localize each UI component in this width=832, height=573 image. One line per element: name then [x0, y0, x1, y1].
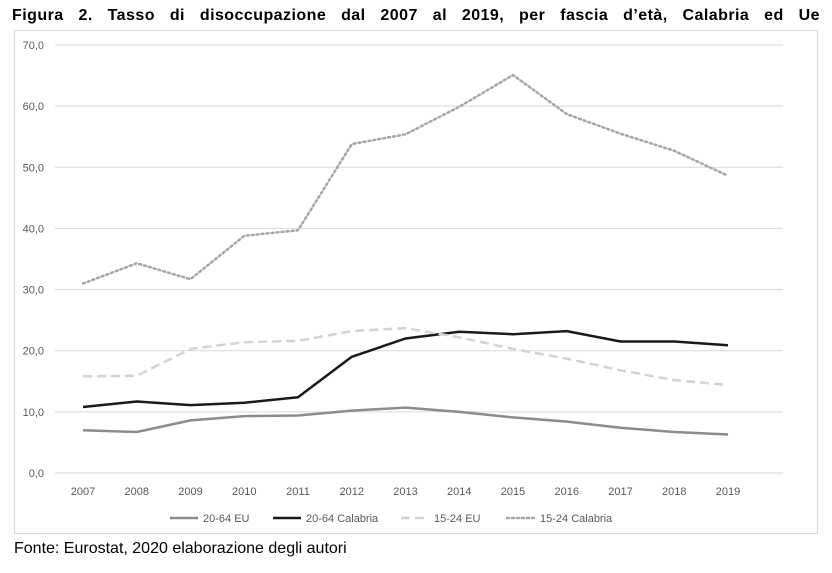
x-tick-label: 2015	[501, 486, 525, 498]
x-tick-label: 2008	[125, 486, 149, 498]
x-tick-label: 2017	[608, 486, 632, 498]
x-tick-label: 2016	[555, 486, 579, 498]
y-tick-label: 60,0	[23, 101, 44, 113]
x-tick-label: 2019	[716, 486, 740, 498]
legend-label: 15-24 EU	[434, 513, 481, 525]
y-tick-label: 50,0	[23, 162, 44, 174]
series-line-15-24-calabria	[81, 73, 730, 285]
x-tick-label: 2007	[71, 486, 95, 498]
x-tick-label: 2011	[286, 486, 310, 498]
figure-source: Fonte: Eurostat, 2020 elaborazione degli…	[14, 540, 347, 557]
x-tick-label: 2009	[178, 486, 202, 498]
legend: 20-64 EU 20-64 Calabria 15-24 EU 15-24 Cala…	[170, 513, 613, 525]
chart-area: 0,0 10,0 20,0 30,0 40,0 50,0 60,0 70,0 2007 2008…	[14, 30, 818, 534]
x-axis-ticks: 2007 2008 2009 2010 2011 2012 2013 2014 2015 2016…	[71, 486, 740, 498]
y-tick-label: 20,0	[23, 346, 44, 358]
line-chart: 0,0 10,0 20,0 30,0 40,0 50,0 60,0 70,0 2007 2008…	[23, 40, 783, 525]
y-tick-label: 10,0	[23, 407, 44, 419]
legend-label: 20-64 EU	[203, 513, 250, 525]
x-tick-label: 2010	[232, 486, 256, 498]
y-tick-label: 0,0	[29, 468, 44, 480]
gridlines	[55, 44, 783, 474]
y-tick-label: 40,0	[23, 223, 44, 235]
series-line-15-24-eu	[82, 326, 729, 387]
x-tick-label: 2018	[662, 486, 686, 498]
series-lines	[81, 73, 730, 436]
series-line-20-64-calabria	[82, 329, 729, 409]
x-tick-label: 2012	[340, 486, 364, 498]
y-axis-ticks: 0,0 10,0 20,0 30,0 40,0 50,0 60,0 70,0	[23, 40, 44, 480]
x-tick-label: 2013	[393, 486, 417, 498]
y-tick-label: 70,0	[23, 40, 44, 52]
series-line-20-64-eu	[82, 406, 729, 436]
y-tick-label: 30,0	[23, 285, 44, 297]
legend-label: 20-64 Calabria	[306, 513, 379, 525]
x-tick-label: 2014	[447, 486, 471, 498]
figure-title: Figura 2. Tasso di disoccupazione dal 20…	[12, 7, 820, 24]
legend-label: 15-24 Calabria	[540, 513, 613, 525]
